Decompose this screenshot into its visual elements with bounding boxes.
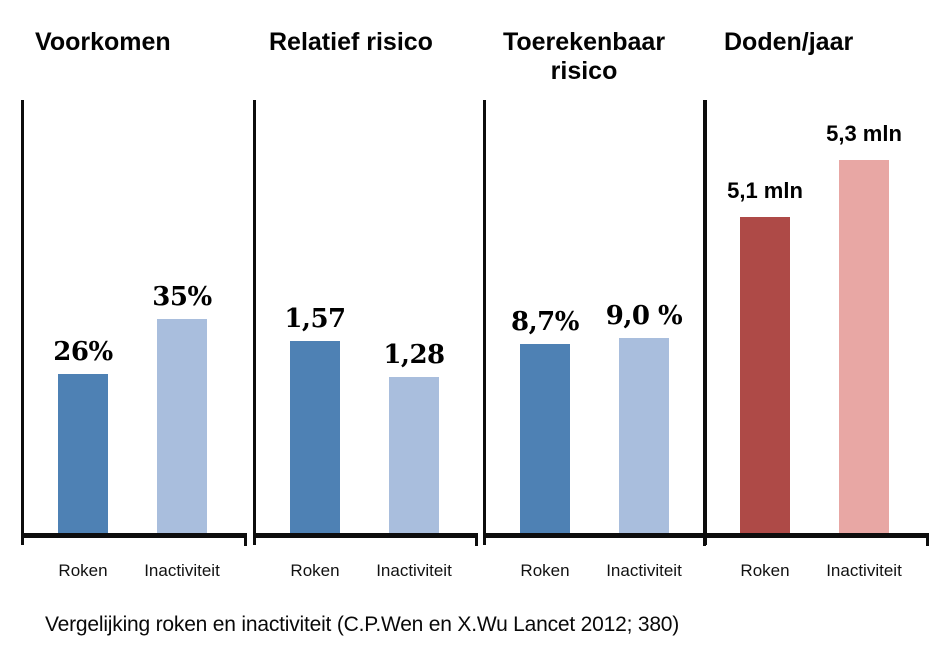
bar-group-roken: 8,7% bbox=[485, 307, 605, 533]
category-label-roken: Roken bbox=[58, 561, 108, 580]
chart-panel-toerekenbaar-risico: 8,7% 9,0 % Roken Inactiviteit bbox=[483, 100, 706, 580]
bar-roken bbox=[520, 344, 570, 533]
bar-group-inactiviteit: 9,0 % bbox=[584, 301, 704, 533]
bar-group-roken: 5,1 mln bbox=[705, 178, 825, 533]
category-label-inactiviteit: Inactiviteit bbox=[376, 561, 452, 580]
x-axis-line bbox=[483, 533, 706, 546]
category-label-inactiviteit: Inactiviteit bbox=[144, 561, 220, 580]
x-axis-line bbox=[703, 533, 929, 546]
panel-title-relatief-risico: Relatief risico bbox=[269, 28, 433, 56]
bar-group-inactiviteit: 5,3 mln bbox=[804, 121, 924, 533]
bar-group-inactiviteit: 35% bbox=[122, 282, 242, 533]
bar-value-label: 5,1 mln bbox=[727, 178, 803, 203]
category-label-inactiviteit: Inactiviteit bbox=[826, 561, 902, 580]
panel-title-line2: risico bbox=[550, 56, 618, 85]
x-axis-line bbox=[253, 533, 478, 546]
category-label-roken: Roken bbox=[290, 561, 340, 580]
category-label-roken: Roken bbox=[740, 561, 790, 580]
chart-caption: Vergelijking roken en inactiviteit (C.P.… bbox=[45, 613, 680, 636]
x-axis-line bbox=[21, 533, 247, 546]
bar-value-label: 5,3 mln bbox=[826, 121, 902, 146]
bar-inactiviteit bbox=[389, 377, 439, 533]
y-axis-line bbox=[253, 100, 256, 545]
chart-panel-doden-jaar: 5,1 mln 5,3 mln Roken Inactiviteit bbox=[703, 100, 929, 580]
y-axis-line bbox=[21, 100, 24, 545]
bar-inactiviteit bbox=[619, 338, 669, 533]
panel-title-doden-jaar: Doden/jaar bbox=[724, 28, 854, 56]
bar-group-inactiviteit: 1,28 bbox=[354, 340, 474, 533]
panel-title-voorkomen: Voorkomen bbox=[35, 28, 171, 56]
y-axis-line bbox=[703, 100, 707, 545]
bar-roken bbox=[290, 341, 340, 533]
y-axis-line bbox=[483, 100, 486, 545]
category-label-inactiviteit: Inactiviteit bbox=[606, 561, 682, 580]
bar-roken bbox=[58, 374, 108, 533]
bar-value-label: 1,57 bbox=[284, 304, 346, 334]
category-label-roken: Roken bbox=[520, 561, 570, 580]
bar-value-label: 8,7% bbox=[511, 307, 579, 337]
bar-value-label: 9,0 % bbox=[605, 301, 683, 331]
bar-value-label: 26% bbox=[53, 337, 113, 367]
bar-value-label: 1,28 bbox=[383, 340, 445, 370]
panel-title-line1: Toerekenbaar bbox=[502, 28, 666, 56]
bar-group-roken: 1,57 bbox=[255, 304, 375, 533]
panel-title-toerekenbaar-risico: Toerekenbaar risico bbox=[494, 28, 674, 86]
chart-panel-voorkomen: 26% 35% Roken Inactiviteit bbox=[21, 100, 247, 580]
bar-value-label: 35% bbox=[152, 282, 212, 312]
bar-inactiviteit bbox=[157, 319, 207, 533]
bar-inactiviteit bbox=[839, 160, 889, 533]
chart-panel-relatief-risico: 1,57 1,28 Roken Inactiviteit bbox=[253, 100, 478, 580]
bar-group-roken: 26% bbox=[23, 337, 143, 533]
bar-roken bbox=[740, 217, 790, 533]
